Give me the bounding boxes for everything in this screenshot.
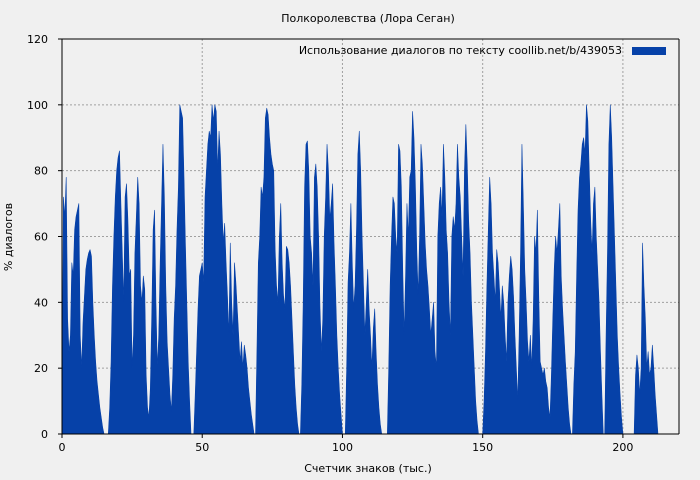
legend: Использование диалогов по тексту coollib… [299, 44, 666, 57]
y-tick-label: 120 [27, 33, 48, 46]
x-tick-label: 0 [59, 441, 66, 454]
legend-label: Использование диалогов по тексту coollib… [299, 44, 622, 57]
y-tick-label: 40 [34, 296, 48, 309]
x-axis-label: Счетчик знаков (тыс.) [304, 462, 432, 475]
x-tick-label: 200 [612, 441, 633, 454]
x-tick-label: 100 [332, 441, 353, 454]
y-tick-label: 80 [34, 165, 48, 178]
y-tick-label: 60 [34, 231, 48, 244]
series-layer [61, 104, 659, 435]
x-tick-label: 50 [195, 441, 209, 454]
y-tick-label: 20 [34, 362, 48, 375]
legend-swatch [632, 47, 666, 55]
series-area-0 [61, 104, 659, 435]
chart-title: Полкоролевства (Лора Сеган) [281, 12, 455, 25]
ticks: 0 50 100 150 200 0 20 40 60 80 100 120 [27, 33, 633, 454]
y-tick-label: 100 [27, 99, 48, 112]
y-tick-label: 0 [41, 428, 48, 441]
y-axis-label: % диалогов [2, 203, 15, 271]
x-tick-label: 150 [472, 441, 493, 454]
